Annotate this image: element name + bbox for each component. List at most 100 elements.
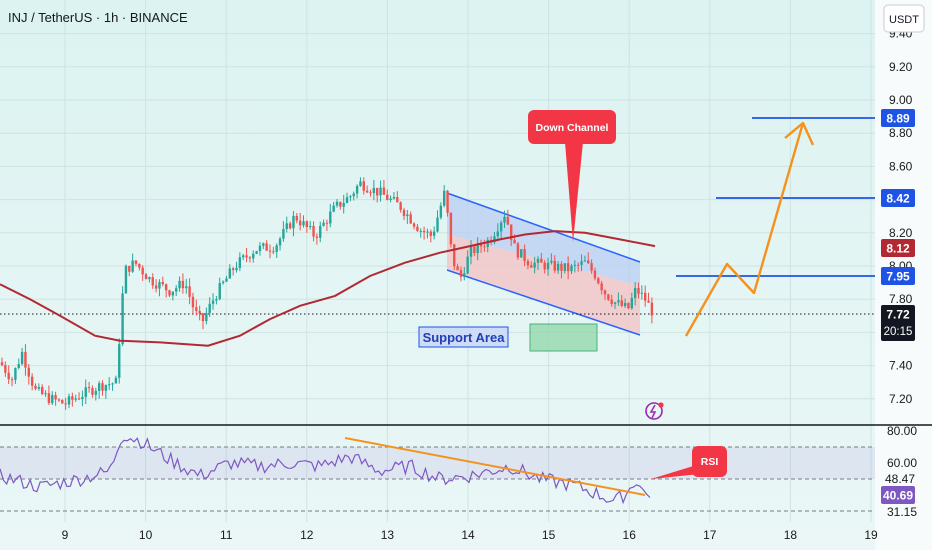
candle-body <box>382 187 386 195</box>
candle-body <box>553 260 556 271</box>
candle-body <box>352 193 355 197</box>
candle-body <box>185 286 188 289</box>
candle-body <box>416 226 419 231</box>
candle-body <box>446 190 449 213</box>
candle-body <box>0 362 4 366</box>
support-area-label-box[interactable]: Support Area <box>418 326 509 348</box>
candle-body <box>583 260 587 262</box>
candle-body <box>24 351 27 368</box>
candle-body <box>386 194 389 200</box>
candle-body <box>208 303 211 313</box>
candle-body <box>37 386 41 389</box>
support-label-bg <box>418 326 509 348</box>
candle-body <box>647 300 650 303</box>
candle-body <box>67 396 71 405</box>
candle-body <box>463 273 466 277</box>
candle-body <box>372 187 376 194</box>
flash-icon[interactable] <box>645 402 664 420</box>
candle-body <box>426 231 429 233</box>
svg-text:8.42: 8.42 <box>886 192 910 206</box>
candle-body <box>309 225 312 228</box>
candle-body <box>74 398 77 400</box>
candle-body <box>530 265 533 268</box>
time-tick-label: 9 <box>62 528 69 542</box>
candle-body <box>178 280 181 289</box>
candle-body <box>131 260 134 272</box>
time-tick-label: 18 <box>784 528 798 542</box>
candle-body <box>118 344 121 378</box>
rsi-current-label: 40.69 <box>881 486 915 504</box>
candle-body <box>613 302 617 304</box>
candle-body <box>295 215 298 221</box>
candle-body <box>278 238 282 246</box>
candle-body <box>345 197 349 203</box>
price-axis[interactable]: 9.409.209.008.808.608.408.208.007.807.60… <box>887 27 917 519</box>
candle-body <box>580 261 583 265</box>
candle-body <box>650 302 654 316</box>
candle-body <box>205 312 208 322</box>
candle-body <box>4 365 7 373</box>
price-tick-label: 9.20 <box>889 60 913 74</box>
candle-body <box>332 205 335 212</box>
candle-body <box>171 291 175 296</box>
rsi-callout-label: RSI <box>701 456 719 468</box>
time-tick-label: 12 <box>300 528 314 542</box>
candle-body <box>218 283 221 299</box>
candle-body <box>325 222 329 224</box>
candle-body <box>540 258 543 263</box>
candle-body <box>456 266 459 271</box>
time-tick-label: 16 <box>623 528 637 542</box>
candle-body <box>124 265 128 294</box>
down-channel-callout[interactable]: Down Channel <box>528 110 616 242</box>
price-tick-label: 8.20 <box>889 226 913 240</box>
candle-body <box>188 286 191 297</box>
support-area-label: Support Area <box>423 330 506 345</box>
candle-body <box>439 205 443 218</box>
candle-body <box>520 249 523 258</box>
candle-body <box>432 231 436 236</box>
time-axis[interactable]: 9 10 11 12 13 14 15 16 17 18 19 <box>62 528 878 542</box>
candle-body <box>158 281 161 289</box>
currency-button[interactable]: USDT <box>883 4 925 33</box>
svg-text:20:15: 20:15 <box>884 326 913 338</box>
candle-body <box>41 386 44 394</box>
candle-body <box>144 274 148 280</box>
candle-body <box>396 197 399 203</box>
candle-body <box>57 399 61 401</box>
candle-body <box>27 367 30 377</box>
time-tick-label: 10 <box>139 528 153 542</box>
candle-body <box>630 298 633 309</box>
candle-body <box>175 288 178 292</box>
candle-body <box>637 288 640 294</box>
candle-body <box>597 278 600 284</box>
target-795-label: 7.95 <box>881 267 915 285</box>
candle-body <box>627 302 630 309</box>
candle-body <box>379 187 382 196</box>
candle-body <box>44 393 47 395</box>
candle-body <box>161 281 164 285</box>
candle-body <box>221 281 225 284</box>
candle-body <box>245 255 248 258</box>
candle-body <box>587 260 590 264</box>
candle-body <box>255 251 258 254</box>
candle-body <box>272 251 275 253</box>
candle-body <box>71 396 74 400</box>
rsi-callout[interactable]: RSI <box>651 446 727 479</box>
candle-body <box>590 263 593 271</box>
svg-text:48.47: 48.47 <box>885 472 915 486</box>
target-889-label: 8.89 <box>881 109 915 127</box>
price-tick-label: 7.20 <box>889 392 913 406</box>
candle-body <box>164 284 168 291</box>
price-tick-label: 7.80 <box>889 292 913 306</box>
candle-body <box>268 250 272 252</box>
svg-text:7.95: 7.95 <box>886 270 910 284</box>
candle-body <box>14 368 17 380</box>
candle-body <box>526 261 530 266</box>
svg-text:8.12: 8.12 <box>886 242 910 256</box>
candle-body <box>536 258 540 263</box>
rsi-callout-box <box>692 446 727 477</box>
candle-body <box>483 246 486 248</box>
candle-body <box>47 393 51 404</box>
candle-body <box>623 302 627 306</box>
